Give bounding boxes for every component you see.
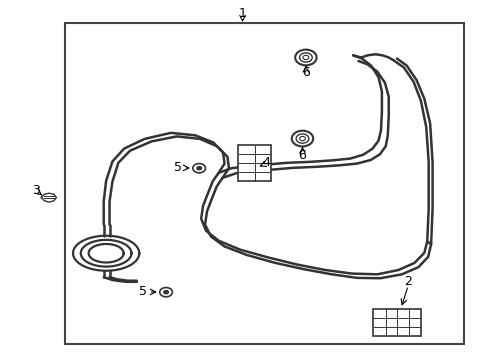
Circle shape — [164, 291, 169, 294]
Circle shape — [292, 131, 313, 147]
Circle shape — [299, 136, 305, 141]
Text: 5: 5 — [174, 161, 182, 174]
FancyBboxPatch shape — [238, 145, 271, 181]
Polygon shape — [41, 193, 56, 202]
Circle shape — [193, 163, 205, 173]
Text: 3: 3 — [32, 184, 40, 197]
Circle shape — [299, 53, 312, 62]
Circle shape — [160, 288, 172, 297]
FancyBboxPatch shape — [373, 309, 421, 336]
FancyBboxPatch shape — [65, 23, 464, 344]
Text: 2: 2 — [404, 275, 412, 288]
Text: 1: 1 — [239, 8, 246, 21]
Circle shape — [295, 50, 317, 65]
Circle shape — [197, 166, 202, 170]
Text: 4: 4 — [262, 156, 270, 169]
Circle shape — [296, 134, 309, 143]
Text: 5: 5 — [139, 285, 147, 298]
Text: 6: 6 — [298, 149, 306, 162]
Circle shape — [303, 55, 309, 60]
Text: 6: 6 — [302, 66, 310, 79]
